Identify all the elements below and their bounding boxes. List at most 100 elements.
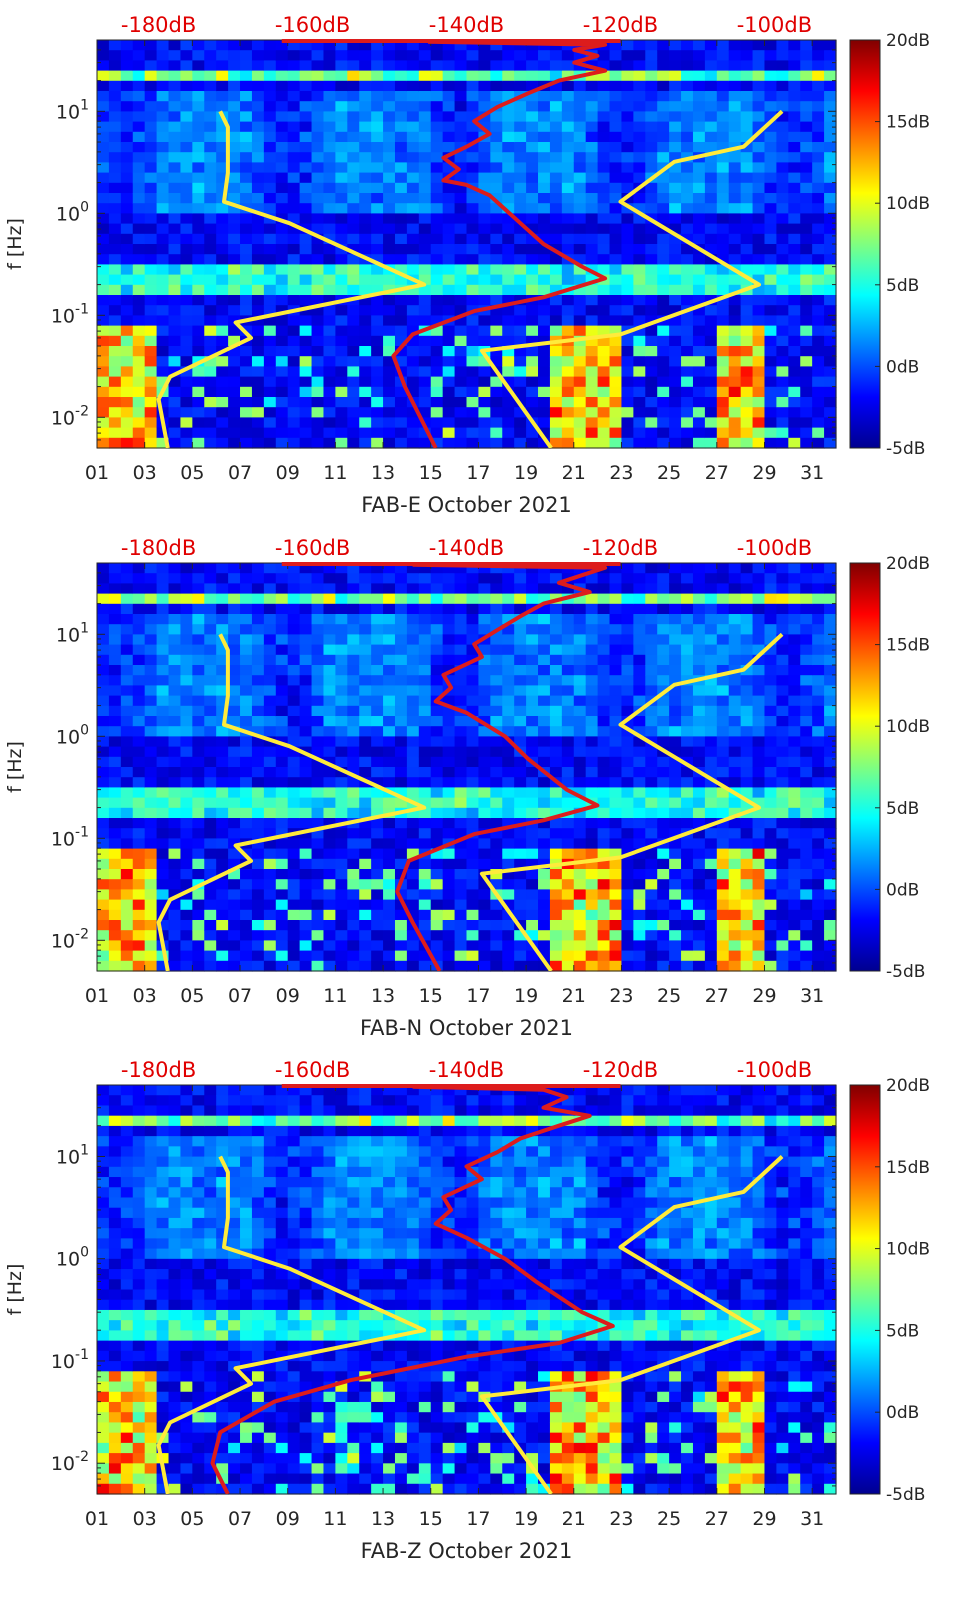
spectrogram-cell (573, 417, 587, 429)
spectrogram-cell (192, 685, 205, 697)
spectrogram-cell (228, 284, 241, 296)
spectrogram-cell (168, 233, 182, 245)
spectrogram-cell (108, 644, 122, 656)
spectrogram-cell (287, 376, 301, 388)
spectrogram-cell (120, 879, 134, 890)
spectrogram-cell (430, 233, 444, 245)
spectrogram-cell (764, 284, 777, 296)
spectrogram-cell (621, 121, 634, 133)
spectrogram-cell (704, 909, 718, 921)
spectrogram-cell (311, 203, 325, 214)
spectrogram-cell (669, 920, 682, 931)
spectrogram-cell (561, 427, 575, 439)
spectrogram-cell (442, 131, 456, 143)
spectrogram-cell (728, 858, 742, 870)
spectrogram-cell (812, 305, 825, 316)
spectrogram-cell (371, 407, 384, 418)
spectrogram-cell (728, 60, 742, 72)
spectrogram-cell (526, 356, 539, 367)
spectrogram-cell (490, 858, 503, 870)
spectrogram-cell (514, 223, 527, 235)
spectrogram-cell (621, 437, 634, 449)
spectrogram-cell (287, 386, 301, 398)
spectrogram-cell (180, 203, 193, 214)
spectrogram-cell (383, 162, 396, 174)
spectrogram-cell (335, 675, 348, 686)
spectrogram-cell (669, 767, 682, 778)
spectrogram-cell (764, 726, 777, 737)
spectrogram-cell (692, 858, 706, 870)
spectrogram-cell (704, 335, 718, 347)
spectrogram-cell (132, 254, 146, 265)
spectrogram-cell (120, 325, 134, 337)
spectrogram-cell (359, 858, 372, 870)
spectrogram-cell (585, 777, 599, 788)
spectrogram-cell (335, 960, 348, 972)
spectrogram-cell (502, 644, 515, 656)
spectrogram-cell (299, 366, 313, 378)
spectrogram-cell (418, 366, 432, 378)
spectrogram-cell (740, 930, 754, 941)
spectrogram-cell (538, 315, 551, 327)
spectrogram-cell (490, 879, 503, 890)
spectrogram-cell (669, 50, 682, 61)
spectrogram-cell (132, 274, 146, 286)
spectrogram-cell (657, 397, 670, 408)
spectrogram-cell (728, 746, 742, 758)
spectrogram-cell (597, 142, 611, 153)
spectrogram-cell (418, 889, 432, 901)
spectrogram-cell (466, 172, 480, 184)
spectrogram-cell (645, 940, 658, 952)
spectrogram-cell (716, 366, 730, 378)
spectrogram-cell (657, 152, 670, 163)
spectrogram-cell (275, 848, 289, 860)
spectrogram-cell (120, 284, 134, 296)
spectrogram-cell (728, 736, 742, 748)
spectrogram-cell (681, 346, 694, 357)
spectrogram-cell (573, 603, 587, 615)
spectrogram-cell (347, 213, 360, 225)
spectrogram-cell (538, 284, 551, 296)
spectrogram-cell (526, 950, 539, 962)
spectrogram-cell (824, 417, 837, 429)
x-tick-label: 25 (657, 462, 681, 484)
spectrogram-cell (287, 716, 301, 727)
spectrogram-cell (549, 427, 563, 439)
spectrogram-cell (490, 573, 503, 584)
spectrogram-cell (168, 777, 182, 788)
spectrogram-cell (454, 111, 468, 123)
spectrogram-cell (681, 634, 694, 646)
spectrogram-cell (526, 366, 539, 378)
x-axis-label: FAB-E October 2021 (361, 493, 572, 517)
spectrogram-cell (359, 889, 372, 901)
spectrogram-cell (144, 889, 158, 901)
spectrogram-cell (752, 233, 766, 245)
spectrogram-cell (466, 603, 480, 615)
spectrogram-cell (561, 325, 575, 337)
spectrogram-cell (359, 573, 372, 584)
spectrogram-cell (645, 121, 658, 133)
spectrogram-cell (740, 940, 754, 952)
spectrogram-cell (394, 50, 408, 61)
spectrogram-cell (597, 726, 611, 737)
spectrogram-cell (394, 121, 408, 133)
spectrogram-cell (263, 325, 277, 337)
spectrogram-cell (180, 407, 193, 418)
spectrogram-cell (216, 624, 229, 635)
spectrogram-cell (764, 593, 777, 605)
spectrogram-cell (97, 603, 110, 615)
spectrogram-cell (418, 675, 432, 686)
spectrogram-cell (490, 417, 503, 429)
spectrogram-cell (180, 152, 193, 163)
spectrogram-cell (192, 152, 205, 163)
spectrogram-cell (585, 346, 599, 357)
spectrogram-cell (728, 213, 742, 225)
spectrogram-cell (275, 563, 289, 574)
spectrogram-cell (430, 70, 444, 82)
spectrogram-cell (609, 70, 623, 82)
spectrogram-cell (764, 807, 777, 819)
spectrogram-cell (621, 80, 634, 92)
spectrogram-cell (681, 101, 694, 112)
spectrogram-cell (502, 295, 515, 306)
spectrogram-cell (740, 70, 754, 82)
